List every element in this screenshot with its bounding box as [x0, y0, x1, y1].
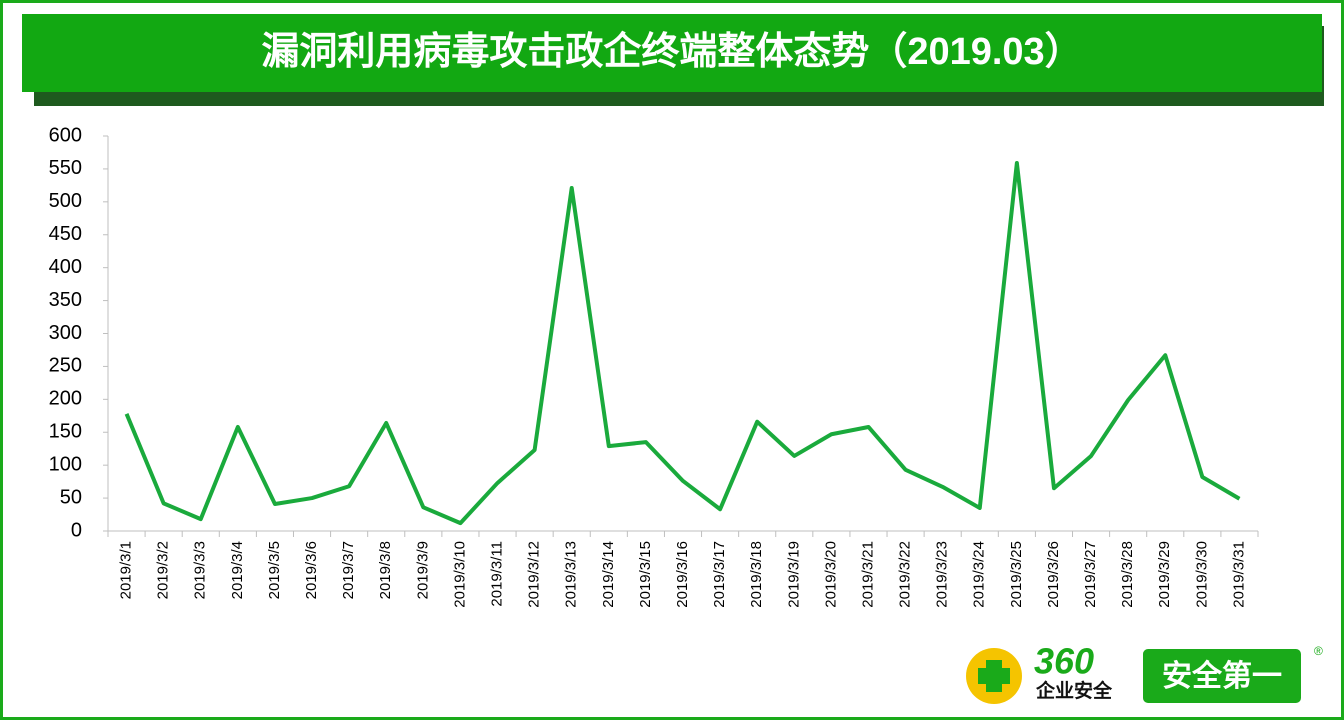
x-tick-label: 2019/3/29: [1156, 541, 1173, 608]
x-tick-label: 2019/3/1: [118, 541, 135, 599]
logo-cross: [978, 660, 1010, 692]
x-tick-label: 2019/3/21: [859, 541, 876, 608]
x-tick-label: 2019/3/26: [1045, 541, 1062, 608]
x-tick-label: 2019/3/30: [1193, 541, 1210, 608]
x-tick-label: 2019/3/10: [451, 541, 468, 608]
x-tick-label: 2019/3/16: [674, 541, 691, 608]
x-tick-label: 2019/3/12: [526, 541, 543, 608]
x-tick-label: 2019/3/18: [748, 541, 765, 608]
x-tick-label: 2019/3/19: [785, 541, 802, 608]
logo: 360 企业安全 安全第一 ®: [966, 641, 1323, 705]
x-tick-label: 2019/3/8: [377, 541, 394, 599]
x-tick-label: 2019/3/5: [266, 541, 283, 599]
chart-title: 漏洞利用病毒攻击政企终端整体态势（2019.03）: [261, 30, 1082, 73]
x-tick-label: 2019/3/6: [303, 541, 320, 599]
logo-brand: 360: [1034, 641, 1094, 682]
y-tick-label: 350: [49, 289, 82, 311]
x-tick-label: 2019/3/4: [229, 541, 246, 599]
x-tick-label: 2019/3/14: [600, 541, 617, 608]
x-tick-label: 2019/3/28: [1119, 541, 1136, 608]
x-tick-label: 2019/3/27: [1082, 541, 1099, 608]
x-tick-label: 2019/3/15: [637, 541, 654, 608]
y-tick-label: 450: [49, 223, 82, 245]
y-tick-label: 550: [49, 157, 82, 179]
x-tick-label: 2019/3/11: [488, 541, 505, 607]
y-tick-label: 100: [49, 453, 82, 475]
logo-badge: [1141, 647, 1303, 705]
x-tick-label: 2019/3/20: [822, 541, 839, 608]
x-tick-label: 2019/3/31: [1230, 541, 1247, 608]
y-tick-label: 300: [49, 322, 82, 344]
y-tick-label: 150: [49, 421, 82, 443]
y-tick-label: 500: [49, 190, 82, 212]
x-tick-label: 2019/3/25: [1008, 541, 1025, 608]
y-tick-label: 400: [49, 256, 82, 278]
y-tick-label: 200: [49, 388, 82, 410]
x-tick-label: 2019/3/17: [711, 541, 728, 608]
x-tick-label: 2019/3/3: [192, 541, 209, 599]
logo-slogan: 安全第一: [1162, 659, 1282, 693]
logo-mark: ®: [1314, 644, 1323, 658]
x-tick-label: 2019/3/2: [155, 541, 172, 599]
title-banner: [22, 14, 1322, 92]
data-line: [124, 160, 1241, 526]
x-tick-label: 2019/3/7: [340, 541, 357, 599]
y-tick-label: 0: [71, 519, 82, 541]
y-tick-label: 250: [49, 355, 82, 377]
x-tick-label: 2019/3/24: [971, 541, 988, 608]
logo-sub: 企业安全: [1035, 679, 1113, 702]
y-tick-label: 50: [60, 486, 82, 508]
x-tick-label: 2019/3/22: [897, 541, 914, 608]
y-tick-label: 600: [49, 124, 82, 146]
x-tick-label: 2019/3/23: [934, 541, 951, 608]
x-tick-label: 2019/3/13: [563, 541, 580, 608]
x-tick-label: 2019/3/9: [414, 541, 431, 599]
